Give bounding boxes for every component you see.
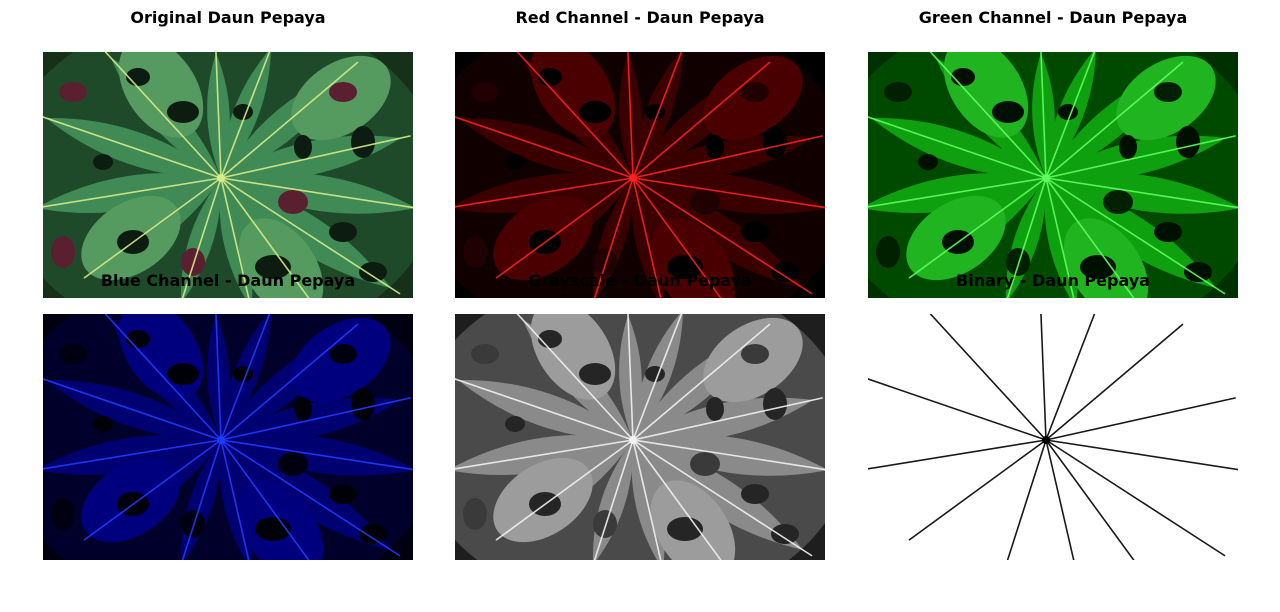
panel-title-grayscale: Grayscale - Daun Pepaya [528,271,752,290]
image-grayscale [455,314,825,560]
panel-title-binary: Binary - Daun Pepaya [956,271,1150,290]
image-binary [868,314,1238,560]
image-green-channel [868,52,1238,298]
image-blue-channel [43,314,413,560]
panel-title-red: Red Channel - Daun Pepaya [515,8,765,27]
panel-title-original: Original Daun Pepaya [130,8,326,27]
leaf-svg-original [43,52,413,298]
leaf-svg-binary [868,314,1238,560]
leaf-svg-red [455,52,825,298]
image-original [43,52,413,298]
leaf-svg-green [868,52,1238,298]
leaf-svg-blue [43,314,413,560]
panel-title-blue: Blue Channel - Daun Pepaya [100,271,356,290]
image-red-channel [455,52,825,298]
leaf-svg-gray [455,314,825,560]
panel-title-green: Green Channel - Daun Pepaya [918,8,1188,27]
